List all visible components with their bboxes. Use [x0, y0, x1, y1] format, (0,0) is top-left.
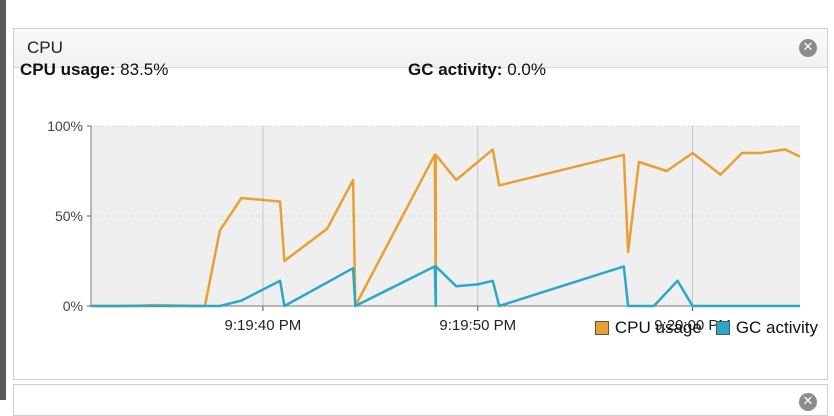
legend-gc-label: GC activity [735, 318, 818, 337]
x-tick-label: 9:20:00 PM [654, 317, 731, 334]
panel-header: CPU ✕ [14, 29, 827, 68]
cpu-chart: 0% 50% 100% 9:19:40 PM 9:19:50 PM 9:20:00 PM [47, 118, 801, 334]
cpu-usage-label: CPU usage: [20, 60, 116, 79]
panel-title: CPU [27, 38, 63, 57]
cpu-swatch-icon [594, 321, 609, 335]
gc-activity-stat: GC activity: 0.0% [408, 60, 546, 80]
legend-cpu-label: CPU usage [614, 318, 702, 337]
x-tick-label: 9:19:40 PM [225, 317, 302, 334]
window-edge [0, 0, 6, 400]
legend-item-gc: GC activity [715, 318, 818, 338]
gc-activity-label: GC activity: [408, 60, 503, 79]
chart-legend: CPU usage GC activity [594, 318, 818, 338]
cpu-usage-stat: CPU usage: 83.5% [20, 60, 168, 80]
x-tick-label: 9:19:50 PM [439, 317, 516, 334]
cpu-usage-value: 83.5% [120, 60, 169, 79]
y-tick-label: 0% [63, 298, 83, 314]
close-icon[interactable]: ✕ [799, 39, 817, 57]
next-panel-header: ✕ [13, 384, 828, 416]
gc-swatch-icon [715, 321, 730, 335]
y-tick-label: 50% [55, 208, 83, 224]
close-icon[interactable]: ✕ [799, 393, 817, 411]
y-tick-label: 100% [47, 118, 83, 134]
gc-activity-value: 0.0% [507, 60, 546, 79]
cpu-usage-line [91, 148, 801, 308]
legend-item-cpu: CPU usage [594, 318, 702, 338]
gc-activity-line [91, 265, 800, 308]
